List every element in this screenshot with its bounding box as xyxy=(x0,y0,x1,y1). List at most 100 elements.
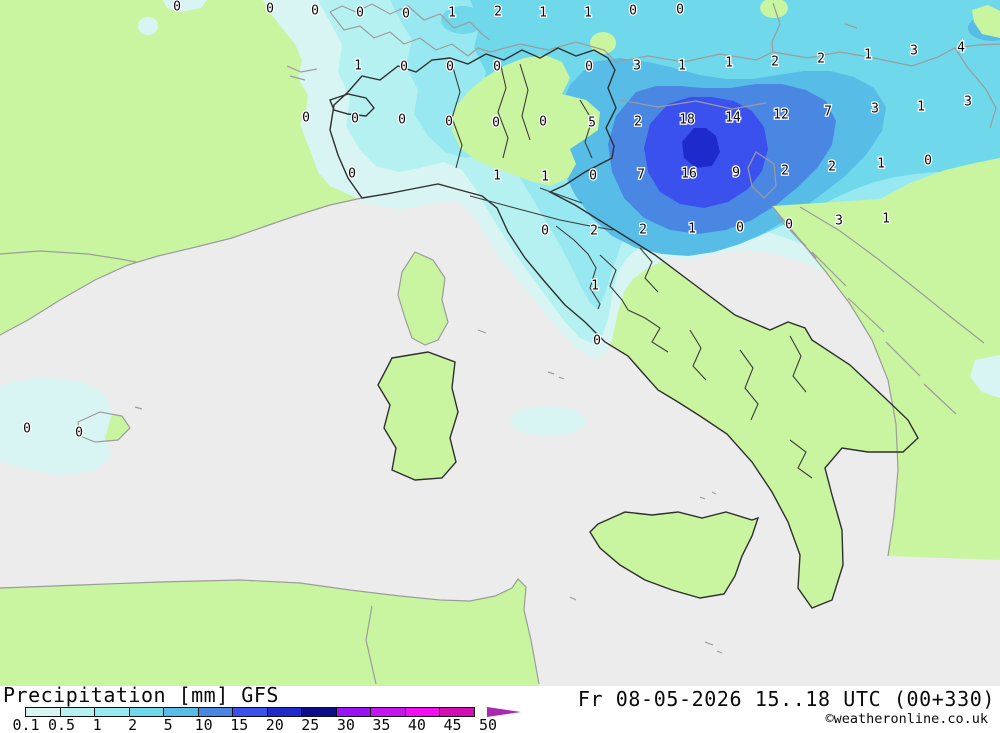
region-border xyxy=(539,187,583,204)
precip-value: 1 xyxy=(725,56,733,71)
precip-value: 0 xyxy=(311,4,319,19)
legend-tick-2: 2 xyxy=(128,716,138,733)
legend-tick-30: 30 xyxy=(336,716,355,733)
border-pyrenees xyxy=(0,250,137,263)
legend-arrow-icon xyxy=(487,707,521,717)
coast-mallorca xyxy=(77,406,143,443)
italy-borders xyxy=(329,47,919,609)
coast-croatia xyxy=(771,205,899,557)
precip-value: 2 xyxy=(590,224,598,239)
precip-value: 2 xyxy=(634,115,642,130)
map-canvas: 0 0 0 0 0 1 2 1 1 0 01 0 0 0 0 3 1 1 2 2 1 3 40 0 0 0 0 0 5 2 18 14 12 7 3… xyxy=(0,0,1000,686)
precip-value: 0 xyxy=(75,426,83,441)
legend-tick-0.1: 0.1 xyxy=(12,716,40,733)
precip-value: 7 xyxy=(824,105,832,120)
precip-value: 0 xyxy=(924,154,932,169)
precip-value: 3 xyxy=(910,44,918,59)
precip-value: 0 xyxy=(400,60,408,75)
region-border xyxy=(579,99,593,159)
dry-patch-slovenia xyxy=(590,32,616,54)
precip-value: 1 xyxy=(688,222,696,237)
island-sicily xyxy=(590,512,758,598)
precip-value: 2 xyxy=(817,52,825,67)
legend-tick-labels: 0.1 0.5 1 2 5 10 15 20 25 30 35 40 45 50 xyxy=(0,716,1000,733)
region-border xyxy=(519,63,531,141)
precip-value: 3 xyxy=(964,95,972,110)
precip-value: 0 xyxy=(351,112,359,127)
dry-patch-lombardy-veneto xyxy=(452,55,600,186)
region-border xyxy=(599,254,629,311)
foreign-borders xyxy=(0,2,1000,685)
coast-sicily xyxy=(589,511,760,599)
legend-tick-1: 1 xyxy=(92,716,102,733)
band-0.1mm-adriatic-blob xyxy=(970,355,1000,398)
land-africa xyxy=(0,579,539,686)
band-0.1mm-tyrrhenian-blob xyxy=(510,406,586,436)
border-algeria-tunisia xyxy=(365,605,377,685)
precip-value: 1 xyxy=(354,59,362,74)
coast-italy xyxy=(329,47,919,609)
precip-value: 0 xyxy=(348,167,356,182)
precip-value: 3 xyxy=(871,102,879,117)
band-2mm-se-blob xyxy=(948,77,1000,115)
band-0.1mm-patch-alps xyxy=(163,0,207,12)
precip-value: 0 xyxy=(302,111,310,126)
region-border xyxy=(451,63,463,169)
precip-value: 18 xyxy=(679,113,695,128)
band-20mm xyxy=(682,128,720,168)
precip-value: 1 xyxy=(493,169,501,184)
legend-tick-10: 10 xyxy=(194,716,213,733)
forecast-datetime: Fr 08-05-2026 15..18 UTC (00+330) xyxy=(577,687,995,711)
precip-value: 1 xyxy=(864,48,872,63)
precip-value: 0 xyxy=(493,60,501,75)
precip-value: 16 xyxy=(681,167,697,182)
precip-value: 0 xyxy=(785,218,793,233)
precip-value: 12 xyxy=(773,108,789,123)
precip-value: 1 xyxy=(917,100,925,115)
lake-geneva xyxy=(286,65,318,81)
precip-value: 1 xyxy=(539,6,547,21)
legend-tick-0.5: 0.5 xyxy=(47,716,76,733)
coast-france-spain xyxy=(0,197,363,336)
precip-value: 0 xyxy=(398,113,406,128)
border-bosnia xyxy=(799,206,985,344)
precip-value: 1 xyxy=(877,157,885,172)
coast-corsica xyxy=(397,251,449,346)
legend-tick-40: 40 xyxy=(407,716,426,733)
region-border xyxy=(627,309,669,353)
precip-value: 2 xyxy=(494,5,502,20)
legend-tick-25: 25 xyxy=(301,716,320,733)
region-border xyxy=(497,61,509,159)
precip-value: 1 xyxy=(591,279,599,294)
precip-value: 0 xyxy=(676,3,684,18)
precip-value: 0 xyxy=(492,116,500,131)
precip-value: 2 xyxy=(639,223,647,238)
precip-value: 0 xyxy=(356,6,364,21)
region-border xyxy=(739,349,759,421)
border-slovenia-croatia xyxy=(619,99,767,110)
region-border xyxy=(469,195,614,231)
precip-value: 14 xyxy=(725,111,741,126)
dry-patch-balkans xyxy=(772,158,1000,556)
precip-value: 7 xyxy=(637,168,645,183)
precip-value: 1 xyxy=(448,6,456,21)
precip-value: 0 xyxy=(266,2,274,17)
precip-value: 0 xyxy=(445,115,453,130)
precipitation-map: 0 0 0 0 0 1 2 1 1 0 0 1 0 0 0 0 3 1 1 2 2 1 3 4 0 0 0 0 0 0 5 2 18 14 12 7 3… xyxy=(0,0,1000,686)
land-europe xyxy=(0,0,1000,608)
coast-africa xyxy=(0,578,540,685)
region-border xyxy=(789,439,813,479)
precip-value: 4 xyxy=(957,41,965,56)
precip-value: 3 xyxy=(835,214,843,229)
precip-value-labels: 0 0 0 0 0 1 2 1 1 0 01 0 0 0 0 3 1 1 2 2 1 3 40 0 0 0 0 0 5 2 18 14 12 7 3… xyxy=(22,0,973,442)
precip-value: 2 xyxy=(828,160,836,175)
precip-value: 0 xyxy=(446,60,454,75)
region-border xyxy=(789,335,807,393)
band-0.1mm-spot xyxy=(138,17,158,35)
dry-land-patches xyxy=(452,0,1000,556)
legend-segment-45 xyxy=(439,707,475,717)
precip-value: 0 xyxy=(402,7,410,22)
legend-tick-35: 35 xyxy=(372,716,391,733)
precip-value: 0 xyxy=(23,422,31,437)
